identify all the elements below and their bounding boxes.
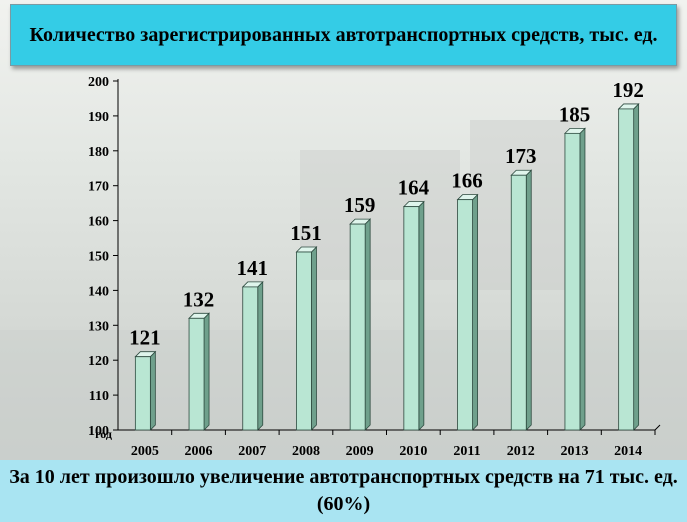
y-tick-label: 130	[88, 319, 109, 334]
data-label: 173	[505, 144, 537, 168]
bar	[510, 174, 527, 431]
x-tick-label: 2005	[131, 444, 159, 459]
bar	[349, 223, 366, 431]
data-label: 141	[237, 256, 269, 280]
y-tick-label: 160	[88, 215, 109, 230]
x-tick-label: 2013	[560, 444, 588, 459]
bar-chart: 100 110 120 130 140 150 160 170 180 190 200 год 121 2…	[88, 75, 661, 459]
data-label: 164	[398, 176, 430, 200]
x-axis-label: год	[95, 427, 112, 441]
x-tick-label: 2007	[238, 444, 266, 459]
bar	[296, 251, 312, 431]
background-building	[300, 150, 460, 280]
y-tick-label: 100	[88, 424, 109, 439]
footer-box: За 10 лет произошло увеличение автотранс…	[0, 460, 687, 522]
data-label: 185	[559, 102, 591, 126]
bar	[564, 132, 581, 431]
bar	[188, 317, 205, 431]
y-tick-label: 150	[88, 250, 109, 265]
x-tick-label: 2009	[346, 444, 374, 459]
bar-side	[203, 312, 210, 431]
y-tick-label: 200	[88, 75, 109, 90]
x-tick-label: 2011	[453, 444, 480, 459]
chart-title: Количество зарегистрированных автотрансп…	[29, 23, 658, 46]
data-label: 151	[290, 221, 322, 245]
bar	[242, 286, 259, 431]
x-axis-depth	[654, 424, 661, 431]
title-box: Количество зарегистрированных автотрансп…	[10, 4, 677, 66]
bar-side	[633, 102, 640, 431]
x-tick-label: 2008	[292, 444, 320, 459]
y-tick-label: 170	[88, 180, 109, 195]
footer-note: За 10 лет произошло увеличение автотранс…	[9, 466, 678, 515]
bar	[618, 108, 635, 431]
data-label: 166	[451, 169, 483, 193]
bar-side	[525, 169, 532, 431]
data-label: 192	[612, 78, 644, 102]
x-tick-label: 2006	[185, 444, 213, 459]
bar	[134, 356, 151, 431]
y-tick-label: 180	[88, 145, 109, 160]
bar	[457, 199, 473, 431]
bar-side	[418, 200, 425, 431]
bar-side	[364, 218, 371, 431]
bar	[403, 206, 420, 431]
data-label: 121	[129, 326, 161, 350]
bar-side	[311, 246, 317, 431]
y-tick-label: 120	[88, 354, 109, 369]
y-tick-label: 140	[88, 284, 109, 299]
y-tick-label: 110	[89, 389, 109, 404]
x-tick-label: 2012	[507, 444, 535, 459]
data-label: 132	[183, 287, 215, 311]
y-tick-label: 190	[88, 110, 109, 125]
x-tick-label: 2014	[614, 444, 642, 459]
data-label: 159	[344, 193, 376, 217]
x-tick-label: 2010	[399, 444, 427, 459]
bar-side	[472, 193, 478, 431]
bar-side	[257, 280, 264, 431]
bar-side	[149, 350, 156, 431]
bar-side	[579, 127, 586, 431]
